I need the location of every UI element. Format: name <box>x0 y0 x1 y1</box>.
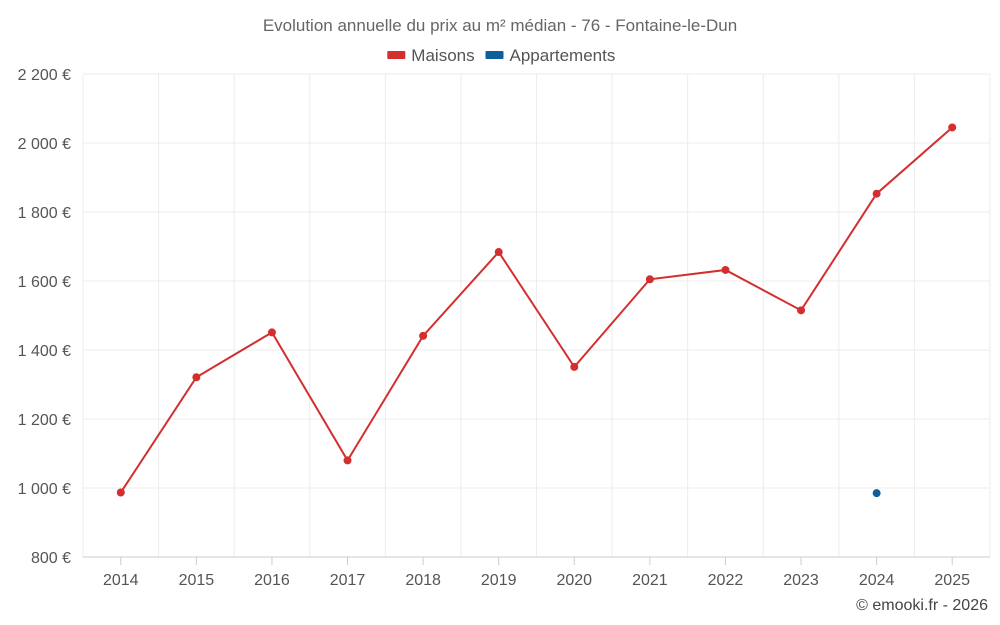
data-point[interactable] <box>797 306 806 315</box>
grid <box>82 73 991 558</box>
legend: Maisons Appartements <box>387 46 615 65</box>
x-axis: 2014 2015 2016 2017 2018 2019 2020 2021 2022 2023… <box>83 556 990 589</box>
x-tick-label: 2017 <box>330 572 366 589</box>
data-point[interactable] <box>948 123 957 132</box>
x-tick-label: 2016 <box>254 572 290 589</box>
data-point[interactable] <box>494 248 503 257</box>
x-tick-label: 2015 <box>179 572 215 589</box>
x-tick-label: 2020 <box>556 572 592 589</box>
x-tick-label: 2019 <box>481 572 517 589</box>
y-tick-label: 2 000 € <box>18 136 71 153</box>
legend-item-label[interactable]: Maisons <box>411 46 474 65</box>
x-tick-label: 2018 <box>405 572 441 589</box>
y-axis: 800 € 1 000 € 1 200 € 1 400 € 1 600 € 1 800 €… <box>18 67 71 567</box>
x-tick-label: 2014 <box>103 572 139 589</box>
legend-swatch <box>485 51 504 59</box>
credit-text: © emooki.fr - 2026 <box>856 597 988 614</box>
series-line-0 <box>119 126 953 494</box>
y-tick-label: 1 800 € <box>18 205 71 222</box>
data-point[interactable] <box>570 362 579 371</box>
series-layer <box>116 123 957 498</box>
data-point[interactable] <box>721 265 730 274</box>
y-tick-label: 1 200 € <box>18 412 71 429</box>
x-tick-label: 2024 <box>859 572 895 589</box>
x-tick-label: 2023 <box>783 572 819 589</box>
data-point[interactable] <box>419 331 428 340</box>
data-point[interactable] <box>192 373 201 382</box>
data-point[interactable] <box>645 275 654 284</box>
data-point[interactable] <box>872 489 881 498</box>
legend-item-label[interactable]: Appartements <box>510 46 616 65</box>
legend-swatch <box>387 51 406 59</box>
data-point[interactable] <box>343 456 352 465</box>
y-tick-label: 1 000 € <box>18 481 71 498</box>
x-tick-label: 2021 <box>632 572 668 589</box>
chart-title: Evolution annuelle du prix au m² médian … <box>263 16 737 35</box>
data-point[interactable] <box>116 488 125 497</box>
y-tick-label: 1 600 € <box>18 274 71 291</box>
y-tick-label: 2 200 € <box>18 67 71 84</box>
x-tick-label: 2025 <box>934 572 970 589</box>
x-tick-label: 2022 <box>708 572 744 589</box>
y-tick-label: 800 € <box>31 550 71 567</box>
data-point[interactable] <box>872 189 881 198</box>
y-tick-label: 1 400 € <box>18 343 71 360</box>
data-point[interactable] <box>267 328 276 337</box>
